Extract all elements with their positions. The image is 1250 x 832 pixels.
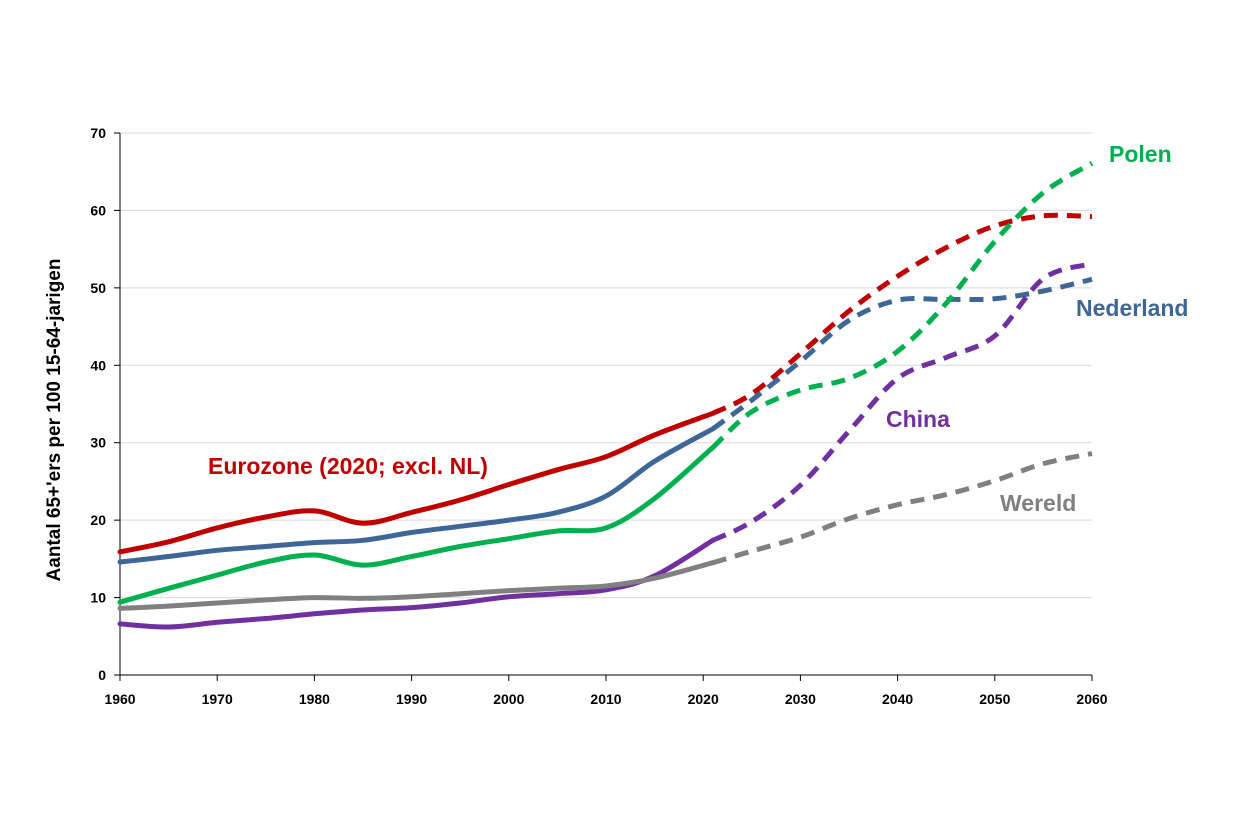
series-label-eurozone: Eurozone (2020; excl. NL) <box>208 453 488 479</box>
series-line-wereld-historical <box>117 560 716 611</box>
x-tick-label-2030: 2030 <box>785 691 816 707</box>
series-line-eurozone-projection <box>711 212 1093 416</box>
series-label-china: China <box>886 406 950 432</box>
series-labels: Eurozone (2020; excl. NL) Nederland Pole… <box>208 141 1188 516</box>
x-tick-label-1980: 1980 <box>299 691 330 707</box>
series-label-wereld: Wereld <box>1000 490 1076 516</box>
y-tick-label-60: 60 <box>90 202 106 218</box>
series-line-polen-historical <box>117 444 716 605</box>
y-tick-label-20: 20 <box>90 512 106 528</box>
x-tick-label-2040: 2040 <box>882 691 913 707</box>
series-line-wereld-projection <box>712 451 1093 566</box>
x-tick-label-2050: 2050 <box>979 691 1010 707</box>
x-tick-label-2010: 2010 <box>590 691 621 707</box>
y-tick-label-10: 10 <box>90 590 106 606</box>
y-tick-label-70: 70 <box>90 125 106 141</box>
x-tick-label-2020: 2020 <box>688 691 719 707</box>
series-line-eurozone-historical <box>117 410 716 555</box>
series-label-polen: Polen <box>1109 141 1172 167</box>
x-tick-label-2060: 2060 <box>1076 691 1107 707</box>
x-tick-label-1970: 1970 <box>202 691 233 707</box>
series-line-polen-projection <box>711 161 1094 450</box>
y-axis-label: Aantal 65+'ers per 100 15-64-jarigen <box>44 259 65 582</box>
x-tick-label-1990: 1990 <box>396 691 427 707</box>
x-tick-label-2000: 2000 <box>493 691 524 707</box>
x-tick-label-1960: 1960 <box>104 691 135 707</box>
series-label-nederland: Nederland <box>1076 295 1188 321</box>
y-tick-label-40: 40 <box>90 357 106 373</box>
series-lines <box>117 161 1094 630</box>
y-tick-label-50: 50 <box>90 280 106 296</box>
y-tick-label-0: 0 <box>98 667 106 683</box>
y-tick-label-30: 30 <box>90 435 106 451</box>
series-line-nederland-historical <box>117 426 716 565</box>
series-line-china-historical <box>117 537 716 630</box>
gridlines <box>120 132 1092 599</box>
